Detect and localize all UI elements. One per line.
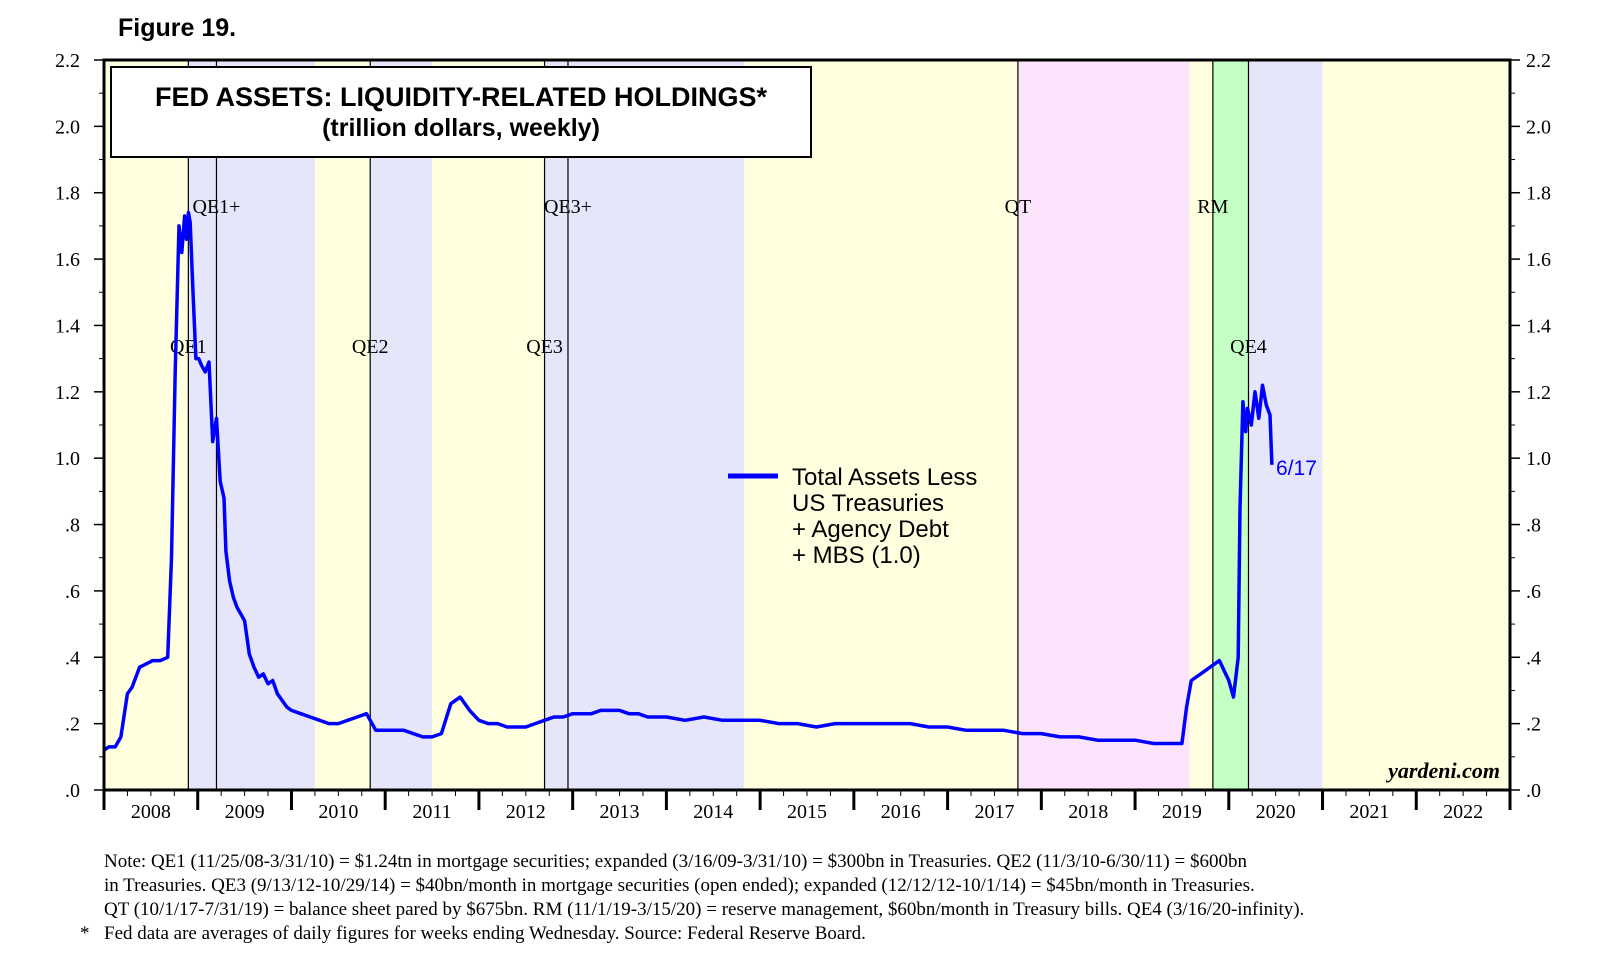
x-tick-label-6: 2014 — [693, 801, 733, 823]
shaded-period-4 — [432, 60, 545, 790]
y-tick-label-left-10: 2.0 — [55, 116, 80, 138]
chart: QE1 QE1+ QE2 QE3 QE3+ QT RM QE4 .0 .0 .2 .2 .4 .4 .6.… — [55, 50, 1551, 823]
y-tick-label-left-8: 1.6 — [55, 249, 80, 271]
y-tick-label-left-9: 1.8 — [55, 183, 80, 205]
x-tick-label-13: 2021 — [1349, 801, 1389, 823]
x-tick-label-11: 2019 — [1162, 801, 1202, 823]
x-tick-label-5: 2013 — [600, 801, 640, 823]
shaded-period-8 — [1189, 60, 1213, 790]
y-tick-label-right-9: 1.8 — [1526, 183, 1551, 205]
y-tick-label-right-4: .8 — [1526, 515, 1541, 537]
y-tick-label-right-2: .4 — [1526, 647, 1541, 669]
x-tick-label-2: 2010 — [318, 801, 358, 823]
event-label-5: QT — [1005, 196, 1032, 218]
series-layer — [102, 210, 1274, 752]
footnote: * Fed data are averages of daily figures … — [80, 922, 1580, 946]
y-tick-label-right-5: 1.0 — [1526, 448, 1551, 470]
y-tick-label-left-11: 2.2 — [55, 50, 80, 72]
y-tick-label-left-3: .6 — [65, 581, 80, 603]
shaded-period-10 — [1248, 60, 1323, 790]
y-tick-label-right-1: .2 — [1526, 714, 1541, 736]
x-tick-label-1: 2009 — [225, 801, 265, 823]
legend-line-2: US Treasuries — [792, 490, 944, 517]
x-tick-label-9: 2017 — [974, 801, 1014, 823]
note-line-3: QT (10/1/17-7/31/19) = balance sheet par… — [104, 899, 1305, 920]
chart-subtitle: (trillion dollars, weekly) — [322, 114, 600, 142]
notes: Note: QE1 (11/25/08-3/31/10) = $1.24tn i… — [80, 850, 1580, 946]
shaded-period-11 — [1322, 60, 1510, 790]
watermark: yardeni.com — [1385, 758, 1500, 783]
y-tick-label-left-1: .2 — [65, 714, 80, 736]
chart-title: FED ASSETS: LIQUIDITY-RELATED HOLDINGS* — [155, 82, 768, 112]
y-tick-label-left-7: 1.4 — [55, 315, 80, 337]
event-label-0: QE1 — [170, 336, 207, 358]
shaded-periods — [104, 60, 1510, 790]
y-tick-label-left-0: .0 — [65, 780, 80, 802]
y-tick-label-right-11: 2.2 — [1526, 50, 1551, 72]
footnote-text: Fed data are averages of daily figures f… — [104, 923, 866, 944]
legend-line-3: + Agency Debt — [792, 516, 949, 543]
legend-line-1: Total Assets Less — [792, 464, 977, 491]
x-tick-label-8: 2016 — [881, 801, 921, 823]
y-tick-label-right-7: 1.4 — [1526, 315, 1551, 337]
y-axis: .0 .0 .2 .2 .4 .4 .6 .6 .8 .8 1.0 1.0 1.2 1.2 1.4 1.4 1.… — [55, 50, 1551, 802]
figure-label: Figure 19. — [118, 14, 237, 42]
y-tick-label-right-3: .6 — [1526, 581, 1541, 603]
shaded-period-6 — [744, 60, 1018, 790]
shaded-period-5 — [544, 60, 745, 790]
shaded-period-2 — [314, 60, 371, 790]
x-tick-label-12: 2020 — [1256, 801, 1296, 823]
y-tick-label-right-8: 1.6 — [1526, 249, 1551, 271]
y-tick-label-left-2: .4 — [65, 647, 80, 669]
event-label-4: QE3+ — [544, 196, 592, 218]
event-label-6: RM — [1197, 196, 1228, 218]
x-tick-label-0: 2008 — [131, 801, 171, 823]
x-tick-label-14: 2022 — [1443, 801, 1483, 823]
x-axis: 2008 2009 2010 2011 2012 2013 2014 2015 2016 2017… — [102, 790, 1512, 823]
y-tick-label-right-10: 2.0 — [1526, 116, 1551, 138]
event-label-3: QE3 — [526, 336, 563, 358]
legend-line-4: + MBS (1.0) — [792, 542, 921, 569]
event-label-2: QE2 — [352, 336, 389, 358]
title-box: FED ASSETS: LIQUIDITY-RELATED HOLDINGS* … — [110, 66, 812, 158]
y-tick-label-right-0: .0 — [1526, 780, 1541, 802]
x-tick-label-7: 2015 — [787, 801, 827, 823]
footnote-marker: * — [80, 923, 90, 944]
x-tick-label-3: 2011 — [412, 801, 451, 823]
series-line-0 — [102, 210, 1274, 752]
y-tick-label-left-6: 1.2 — [55, 382, 80, 404]
x-tick-label-4: 2012 — [506, 801, 546, 823]
end-label: 6/17 — [1276, 457, 1317, 480]
x-tick-label-10: 2018 — [1068, 801, 1108, 823]
shaded-period-7 — [1017, 60, 1190, 790]
note-line-2: in Treasuries. QE3 (9/13/12-10/29/14) = … — [104, 875, 1255, 896]
shaded-period-3 — [370, 60, 433, 790]
y-tick-label-right-6: 1.2 — [1526, 382, 1551, 404]
legend: Total Assets Less US Treasuries + Agency… — [728, 464, 977, 569]
y-tick-label-left-4: .8 — [65, 515, 80, 537]
note-line-1: Note: QE1 (11/25/08-3/31/10) = $1.24tn i… — [104, 851, 1247, 872]
event-label-7: QE4 — [1230, 336, 1267, 358]
shaded-period-1 — [188, 60, 315, 790]
event-label-1: QE1+ — [193, 196, 241, 218]
y-tick-label-left-5: 1.0 — [55, 448, 80, 470]
